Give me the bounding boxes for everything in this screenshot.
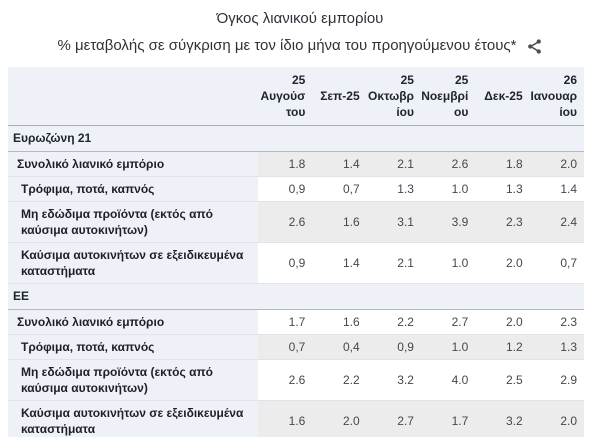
share-icon[interactable]: [526, 38, 543, 55]
corner-cell: [8, 67, 258, 126]
value-cell: 1.2: [475, 334, 530, 360]
value-cell: 1.0: [420, 176, 476, 202]
value-cell: 1.4: [312, 151, 367, 177]
column-header: Σεπ-25: [312, 67, 367, 126]
value-cell: 3.9: [420, 201, 476, 243]
section-header-row: Ευρωζώνη 21: [8, 125, 584, 152]
row-label: Μη εδώδιμα προϊόντα (εκτός από καύσιμα α…: [8, 201, 258, 243]
value-cell: 2.1: [366, 242, 421, 284]
section-header-row: ΕΕ: [8, 283, 584, 310]
value-cell: 0,9: [258, 242, 313, 284]
value-cell: 2.0: [475, 242, 530, 284]
value-cell: 2.0: [529, 151, 584, 177]
row-label: Μη εδώδιμα προϊόντα (εκτός από καύσιμα α…: [8, 359, 258, 401]
value-cell: 1.4: [529, 176, 584, 202]
value-cell: 2.9: [529, 359, 584, 401]
row-label: Τρόφιμα, ποτά, καπνός: [8, 176, 258, 202]
value-cell: 1.8: [258, 151, 313, 177]
value-cell: 2.6: [258, 359, 313, 401]
value-cell: 2.2: [366, 309, 421, 335]
row-label: Συνολικό λιανικό εμπόριο: [8, 151, 258, 177]
value-cell: 3.1: [366, 201, 421, 243]
value-cell: 1.0: [420, 334, 476, 360]
value-cell: 1.6: [312, 309, 367, 335]
value-cell: 0,7: [529, 242, 584, 284]
value-cell: 2.3: [475, 201, 530, 243]
row-label: Καύσιμα αυτοκινήτων σε εξειδικευμένα κατ…: [8, 242, 258, 284]
table-row: Συνολικό λιανικό εμπόριο 1.7 1.6 2.2 2.7…: [8, 309, 584, 335]
value-cell: 0,7: [258, 334, 313, 360]
data-table: 25 Αυγούστου Σεπ-25 25 Οκτωβρίου 25 Νοεμ…: [8, 67, 584, 437]
value-cell: 3.2: [366, 359, 421, 401]
value-cell: 2.5: [475, 359, 530, 401]
value-cell: 0,7: [312, 176, 367, 202]
value-cell: 2.7: [420, 309, 476, 335]
table-row: Καύσιμα αυτοκινήτων σε εξειδικευμένα κατ…: [8, 242, 584, 284]
table-header-row: 25 Αυγούστου Σεπ-25 25 Οκτωβρίου 25 Νοεμ…: [8, 67, 584, 126]
value-cell: 2.1: [366, 151, 421, 177]
row-label: Καύσιμα αυτοκινήτων σε εξειδικευμένα κατ…: [8, 400, 258, 437]
value-cell: 1.6: [312, 201, 367, 243]
value-cell: 0,9: [258, 176, 313, 202]
value-cell: 1.3: [529, 334, 584, 360]
value-cell: 1.7: [258, 309, 313, 335]
table-row: Τρόφιμα, ποτά, καπνός 0,7 0,4 0,9 1.0 1.…: [8, 334, 584, 360]
value-cell: 0,4: [312, 334, 367, 360]
value-cell: 1.6: [258, 400, 313, 437]
value-cell: 2.0: [312, 400, 367, 437]
column-header: 25 Νοεμβρίου: [420, 67, 476, 126]
value-cell: 1.7: [420, 400, 476, 437]
section-label: ΕΕ: [8, 283, 584, 310]
table-row: Συνολικό λιανικό εμπόριο 1.8 1.4 2.1 2.6…: [8, 151, 584, 177]
column-header: Δεκ-25: [475, 67, 530, 126]
value-cell: 2.6: [258, 201, 313, 243]
value-cell: 2.4: [529, 201, 584, 243]
value-cell: 1.3: [475, 176, 530, 202]
value-cell: 4.0: [420, 359, 476, 401]
value-cell: 2.3: [529, 309, 584, 335]
row-label: Συνολικό λιανικό εμπόριο: [8, 309, 258, 335]
value-cell: 1.4: [312, 242, 367, 284]
value-cell: 1.3: [366, 176, 421, 202]
chart-subtitle: % μεταβολής σε σύγκριση με τον ίδιο μήνα…: [57, 36, 517, 54]
table-row: Τρόφιμα, ποτά, καπνός 0,9 0,7 1.3 1.0 1.…: [8, 176, 584, 202]
chart-title: Όγκος λιανικού εμπορίου: [216, 10, 384, 27]
table-row: Μη εδώδιμα προϊόντα (εκτός από καύσιμα α…: [8, 201, 584, 243]
value-cell: 2.7: [366, 400, 421, 437]
row-label: Τρόφιμα, ποτά, καπνός: [8, 334, 258, 360]
value-cell: 1.0: [420, 242, 476, 284]
table-row: Καύσιμα αυτοκινήτων σε εξειδικευμένα κατ…: [8, 400, 584, 437]
value-cell: 2.0: [529, 400, 584, 437]
chart-subtitle-row: % μεταβολής σε σύγκριση με τον ίδιο μήνα…: [0, 36, 600, 55]
value-cell: 2.6: [420, 151, 476, 177]
column-header: 25 Αυγούστου: [258, 67, 313, 126]
value-cell: 1.8: [475, 151, 530, 177]
value-cell: 3.2: [475, 400, 530, 437]
value-cell: 2.2: [312, 359, 367, 401]
section-label: Ευρωζώνη 21: [8, 125, 584, 152]
column-header: 25 Οκτωβρίου: [366, 67, 421, 126]
table-row: Μη εδώδιμα προϊόντα (εκτός από καύσιμα α…: [8, 359, 584, 401]
value-cell: 0,9: [366, 334, 421, 360]
column-header: 26 Ιανουαρίου: [529, 67, 584, 126]
value-cell: 2.0: [475, 309, 530, 335]
